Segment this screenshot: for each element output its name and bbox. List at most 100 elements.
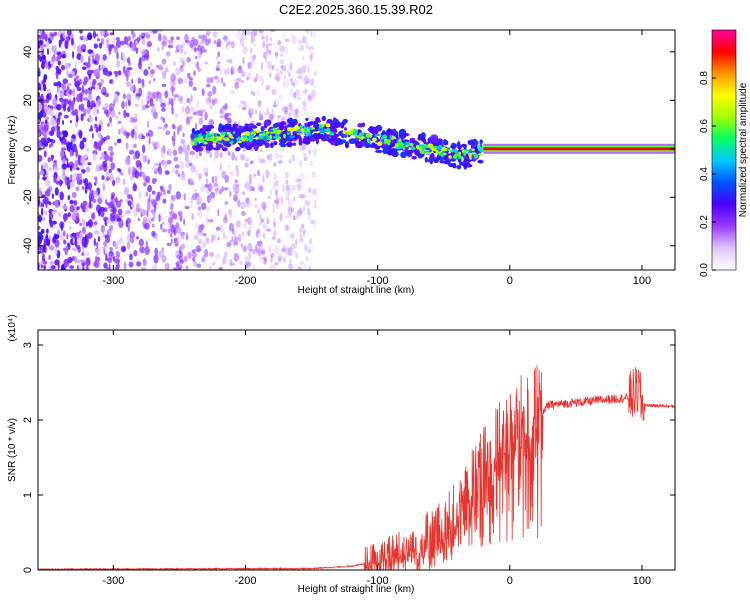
speckle: [220, 106, 223, 115]
speckle: [40, 164, 44, 172]
ridge-blob: [204, 128, 212, 132]
speckle: [110, 151, 114, 157]
speckle: [149, 74, 154, 78]
speckle: [297, 96, 301, 101]
speckle: [205, 97, 210, 104]
speckle: [197, 206, 202, 211]
speckle: [208, 219, 214, 223]
speckle: [49, 130, 55, 137]
snr-y-ticks: 0 1 2 3: [22, 342, 675, 573]
speckle: [283, 259, 286, 263]
speckle: [74, 61, 77, 70]
speckle: [129, 85, 135, 92]
speckle: [294, 109, 300, 114]
speckle: [170, 73, 176, 83]
speckle: [105, 171, 110, 176]
speckle: [40, 207, 44, 216]
snr-x-label: Height of straight line (km): [298, 584, 415, 595]
speckle: [41, 54, 46, 60]
speckle: [113, 141, 118, 147]
speckle: [172, 138, 176, 147]
speckle: [228, 222, 234, 232]
speckle: [112, 206, 117, 215]
speckle: [173, 267, 177, 270]
speckle: [313, 204, 317, 209]
ridge-core: [367, 139, 371, 144]
speckle: [98, 124, 102, 132]
speckle: [119, 199, 123, 203]
ridge-core: [307, 126, 312, 130]
speckle: [123, 186, 130, 196]
speckle: [73, 200, 78, 206]
speckle: [180, 231, 185, 240]
ridge-core: [469, 149, 472, 153]
speckle: [43, 150, 47, 158]
speckle: [76, 265, 79, 270]
speckle: [82, 97, 89, 101]
speckle: [205, 84, 211, 88]
speckle: [258, 187, 263, 192]
speckle: [71, 110, 77, 116]
speckle: [255, 244, 258, 252]
speckle: [270, 255, 273, 263]
speckle: [286, 188, 291, 196]
x-tick-label: -300: [102, 575, 124, 587]
speckle: [289, 63, 293, 72]
speckle: [141, 36, 146, 46]
ridge-blob: [433, 138, 440, 143]
speckle: [275, 72, 280, 79]
speckle: [216, 56, 218, 60]
speckle: [102, 54, 107, 61]
speckle: [76, 93, 81, 103]
speckle: [67, 195, 71, 201]
speckle: [174, 164, 180, 169]
speckle: [66, 69, 69, 77]
speckle: [106, 176, 111, 182]
speckle: [126, 93, 132, 102]
speckle: [210, 76, 214, 83]
speckle: [119, 127, 125, 134]
speckle: [296, 211, 300, 220]
speckle: [173, 61, 176, 66]
speckle: [88, 128, 94, 132]
speckle: [159, 217, 163, 221]
speckle: [171, 111, 175, 115]
speckle: [82, 137, 87, 143]
speckle: [51, 139, 56, 144]
speckle: [301, 56, 305, 60]
speckle: [172, 81, 176, 86]
speckle: [50, 108, 54, 117]
speckle: [224, 112, 229, 121]
speckle: [270, 252, 275, 258]
speckle: [69, 204, 75, 213]
ridge-blob: [218, 124, 224, 128]
ridge-core: [214, 138, 217, 142]
speckle: [249, 108, 255, 116]
speckle: [42, 260, 48, 265]
speckle: [166, 160, 172, 165]
speckle: [250, 34, 255, 38]
ridge-blob: [273, 141, 278, 146]
speckle: [272, 184, 277, 190]
speckle: [311, 170, 316, 178]
speckle: [108, 168, 112, 174]
speckle: [193, 70, 196, 76]
speckle: [123, 36, 129, 45]
speckle: [43, 124, 49, 132]
speckle: [123, 109, 127, 119]
speckle: [246, 217, 251, 223]
ridge-blob: [456, 164, 462, 170]
speckle: [242, 245, 247, 253]
speckle: [215, 253, 221, 259]
speckle: [203, 167, 209, 176]
speckle: [69, 199, 74, 205]
speckle: [194, 192, 200, 198]
speckle: [81, 186, 85, 190]
speckle: [217, 61, 221, 65]
speckle: [175, 191, 182, 200]
ridge-blob: [272, 123, 279, 128]
speckle: [284, 223, 289, 230]
speckle: [304, 42, 310, 50]
speckle: [258, 116, 264, 121]
speckle: [250, 30, 255, 38]
